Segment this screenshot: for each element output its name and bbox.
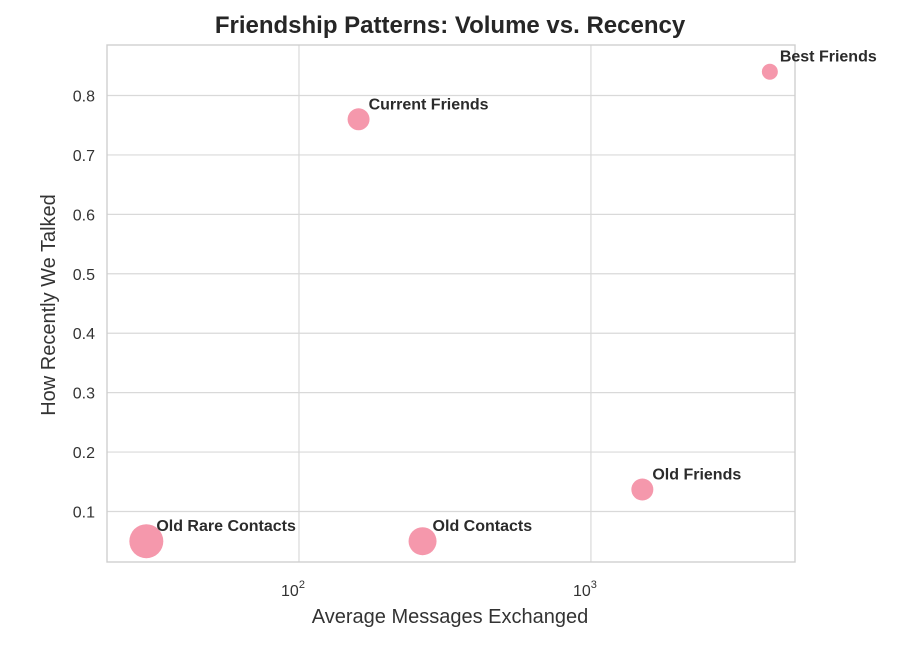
- point-label: Old Contacts: [433, 518, 533, 535]
- axis-ticks: 0.1 0.2 0.3 0.4 0.5 0.6 0.7 0.8 102 103: [73, 89, 597, 600]
- plot-frame: [106, 44, 796, 563]
- data-point: [761, 63, 778, 80]
- point-label: Best Friends: [780, 49, 877, 66]
- y-axis-label: How Recently We Talked: [38, 194, 60, 416]
- y-tick-label: 0.5: [73, 267, 95, 284]
- y-tick-label: 0.8: [73, 89, 95, 106]
- point-label: Old Friends: [652, 467, 741, 484]
- point-label: Current Friends: [369, 96, 489, 113]
- y-tick-label: 0.2: [73, 445, 95, 462]
- y-tick-label: 0.7: [73, 148, 95, 165]
- chart-title: Friendship Patterns: Volume vs. Recency: [215, 12, 686, 39]
- point-label: Old Rare Contacts: [156, 518, 296, 535]
- data-point: [408, 527, 437, 556]
- y-tick-label: 0.1: [73, 504, 95, 521]
- data-points: Best Friends Current Friends Old Friends Ol…: [129, 49, 877, 559]
- data-point: [347, 108, 370, 131]
- data-point: [631, 478, 654, 501]
- y-tick-label: 0.6: [73, 207, 95, 224]
- grid-lines: [107, 45, 795, 562]
- data-point: [129, 524, 164, 559]
- y-tick-label: 0.3: [73, 386, 95, 403]
- x-tick-label: 103: [573, 579, 597, 600]
- x-tick-label: 102: [281, 579, 305, 600]
- y-tick-label: 0.4: [73, 326, 95, 343]
- x-axis-label: Average Messages Exchanged: [312, 606, 588, 628]
